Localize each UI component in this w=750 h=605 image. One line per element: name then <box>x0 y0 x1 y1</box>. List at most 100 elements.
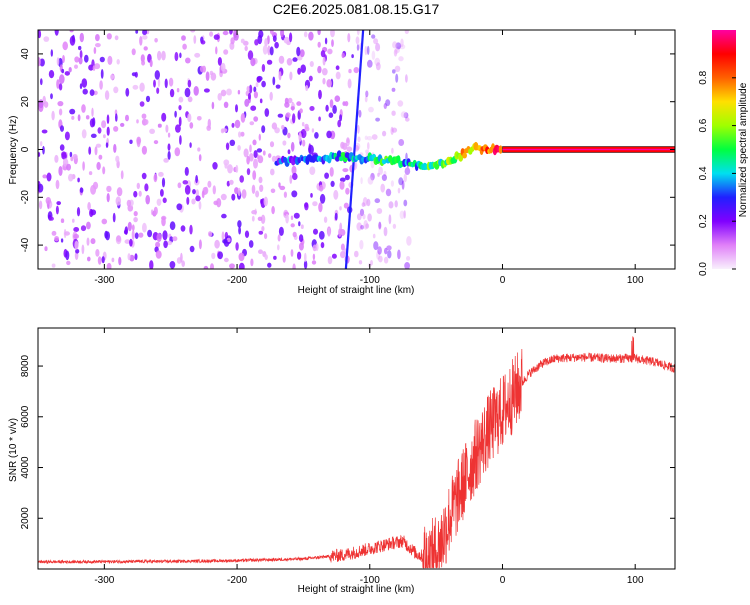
spectrogram-cell <box>365 223 370 229</box>
spectrogram-cell <box>132 84 139 90</box>
spectrogram-cell <box>64 71 71 76</box>
spectrogram-cell <box>257 34 263 45</box>
y-tick-label: -40 <box>20 237 31 252</box>
spectrogram-cell <box>115 155 120 163</box>
spectrogram-cell <box>297 251 302 260</box>
spectrogram-cell <box>240 38 245 44</box>
spectrogram-cell <box>157 50 162 61</box>
spectrogram-cell <box>84 54 89 63</box>
spectrogram-cell <box>347 33 351 43</box>
spectrogram-cell <box>237 187 241 197</box>
spectrogram-cell <box>86 237 90 246</box>
spectrogram-cell <box>92 117 96 127</box>
spectrogram-cell <box>184 166 189 176</box>
spectrogram-cell <box>79 83 83 90</box>
spectrogram-cell <box>207 118 211 129</box>
spectrogram-cell <box>302 139 306 147</box>
tone-blob <box>387 155 393 163</box>
spectrogram-cell <box>136 182 140 190</box>
spectrogram-cell <box>406 256 411 261</box>
spectrogram-cell <box>95 43 101 48</box>
spectrogram-cell <box>263 196 268 207</box>
spectrogram-cell <box>58 108 63 116</box>
spectrogram-cell <box>403 112 409 119</box>
spectrogram-cell <box>382 130 387 137</box>
spectrogram-cell <box>406 236 412 246</box>
spectrogram-cell <box>200 40 206 45</box>
spectrogram-cell <box>54 154 59 163</box>
spectrogram-cell <box>273 255 277 260</box>
spectrogram-cell <box>217 251 223 260</box>
spectrogram-cell <box>169 88 175 98</box>
spectrogram-cell <box>292 57 298 62</box>
spectrogram-cell <box>51 230 57 236</box>
spectrogram-cell <box>59 144 65 151</box>
spectrogram-cell <box>138 190 142 197</box>
spectrogram-cell <box>101 256 105 264</box>
spectrogram-cell <box>300 224 304 229</box>
spectrogram-cell <box>353 67 360 74</box>
spectrogram-cell <box>286 58 293 66</box>
spectrogram-cell <box>292 113 296 124</box>
spectrogram-cell <box>215 46 218 55</box>
spectrogram-cell <box>102 166 106 175</box>
spectrogram-cell <box>64 231 70 236</box>
spectrogram-cell <box>365 149 369 154</box>
spectrogram-cell <box>258 249 263 254</box>
spectrogram-cell <box>220 89 227 97</box>
spectrogram-cell <box>255 82 259 88</box>
colorbar: 0.0 0.2 0.4 0.6 0.8 Normalized spectral ampl… <box>698 30 749 276</box>
spectrogram-cell <box>75 249 80 254</box>
spectrogram-cell <box>260 214 266 224</box>
spectrogram-cell <box>213 200 219 206</box>
chart-title: C2E6.2025.081.08.15.G17 <box>273 1 440 17</box>
spectrogram-cell <box>95 34 100 42</box>
tone-blob <box>498 145 503 154</box>
spectrogram-cell <box>89 89 95 96</box>
spectrogram-cell <box>212 185 216 195</box>
spectrogram-cell <box>377 172 380 177</box>
spectrogram-cell <box>270 188 276 194</box>
spectrogram-cell <box>318 230 325 240</box>
spectrogram-cell <box>271 206 275 215</box>
spectrogram-cell <box>356 30 360 36</box>
spectrogram-cell <box>174 147 181 157</box>
spectrogram-cell <box>397 100 404 107</box>
spectrogram-cell <box>209 31 214 37</box>
spectrogram-cell <box>139 101 145 107</box>
spectrogram-cell <box>56 79 60 89</box>
spectrogram-cell <box>64 131 70 141</box>
spectrogram-cell <box>250 105 257 111</box>
spectrogram-cell <box>287 149 291 155</box>
spectrogram-cell <box>322 77 326 85</box>
spectrogram-cell <box>195 175 199 184</box>
spectrogram-cell <box>60 125 64 132</box>
spectrogram-cell <box>217 57 222 66</box>
spectrogram-cell <box>169 261 176 269</box>
spectrogram-cell <box>95 249 100 257</box>
spectrogram-cell <box>89 208 94 218</box>
spectrogram-cell <box>195 189 199 197</box>
spectrogram-cell <box>277 244 280 251</box>
spectrogram-cell <box>304 126 310 132</box>
spectrogram-cell <box>79 187 84 193</box>
spectrogram-cell <box>267 45 271 56</box>
spectrogram-cell <box>40 141 43 147</box>
spectrogram-cell <box>167 143 171 151</box>
spectrogram-cell <box>261 226 265 232</box>
spectrogram-cell <box>167 132 171 138</box>
spectrogram-cell <box>340 141 345 149</box>
spectrogram-cell <box>216 198 222 208</box>
spectrogram-cell <box>312 201 318 207</box>
spectrogram-cell <box>144 183 149 192</box>
spectrogram-cell <box>81 129 87 139</box>
spectrogram-cell <box>133 211 138 217</box>
spectrogram-cell <box>116 187 123 197</box>
spectrogram-cell <box>256 76 262 83</box>
spectrogram-cell <box>346 138 350 144</box>
spectrogram-cell <box>220 62 226 72</box>
spectrogram-cell <box>163 158 169 163</box>
spectrogram-cell <box>344 101 349 107</box>
spectrogram-cell <box>344 174 350 181</box>
spectrogram-cell <box>169 221 176 231</box>
